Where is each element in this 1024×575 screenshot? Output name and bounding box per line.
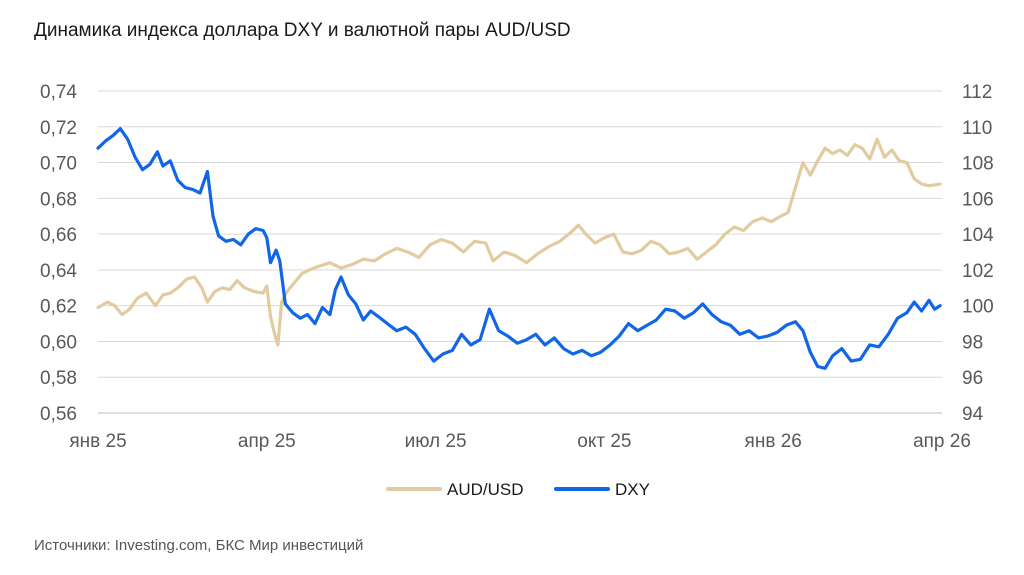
legend-label-audusd: AUD/USD xyxy=(447,480,524,499)
right-y-tick-label: 100 xyxy=(962,297,994,318)
right-y-tick-label: 96 xyxy=(962,368,983,389)
series-line-audusd xyxy=(96,137,942,347)
x-axis: янв 25 апр 25 июл 25 окт 25 янв 26 апр 26 xyxy=(69,431,971,452)
right-y-tick-label: 112 xyxy=(962,82,992,103)
x-tick-label: апр 26 xyxy=(913,431,971,452)
x-tick-label: янв 25 xyxy=(69,431,126,452)
x-tick-label: янв 26 xyxy=(745,431,802,452)
legend-label-dxy: DXY xyxy=(615,480,650,499)
right-y-tick-label: 94 xyxy=(962,404,984,425)
source-note: Источники: Investing.com, БКС Мир инвест… xyxy=(34,537,364,554)
right-y-tick-label: 106 xyxy=(962,189,994,210)
left-y-tick-label: 0,68 xyxy=(40,189,77,210)
left-y-tick-label: 0,56 xyxy=(40,404,77,425)
left-y-axis: 0,56 0,58 0,60 0,62 0,64 0,66 0,68 0,70 0,72 0,74 xyxy=(40,82,77,425)
x-tick-label: июл 25 xyxy=(405,431,467,452)
left-y-tick-label: 0,62 xyxy=(40,297,77,318)
right-y-tick-label: 108 xyxy=(962,154,994,175)
x-tick-label: апр 25 xyxy=(238,431,296,452)
series-line-dxy xyxy=(96,127,942,370)
right-y-tick-label: 98 xyxy=(962,332,983,353)
right-y-tick-label: 102 xyxy=(962,261,994,282)
grid-lines xyxy=(98,90,942,414)
right-y-axis: 94 96 98 100 102 104 106 108 110 112 xyxy=(962,82,994,425)
left-y-tick-label: 0,72 xyxy=(40,118,77,139)
right-y-tick-label: 110 xyxy=(962,118,992,139)
left-y-tick-label: 0,70 xyxy=(40,154,77,175)
legend: AUD/USD DXY xyxy=(386,480,650,499)
series-lines xyxy=(96,127,942,370)
left-y-tick-label: 0,64 xyxy=(40,261,77,282)
left-y-tick-label: 0,74 xyxy=(40,82,77,103)
left-y-tick-label: 0,66 xyxy=(40,225,77,246)
x-tick-label: окт 25 xyxy=(577,431,631,452)
right-y-tick-label: 104 xyxy=(962,225,994,246)
chart-title: Динамика индекса доллара DXY и валютной … xyxy=(34,20,571,41)
left-y-tick-label: 0,58 xyxy=(40,368,77,389)
left-y-tick-label: 0,60 xyxy=(40,332,77,353)
